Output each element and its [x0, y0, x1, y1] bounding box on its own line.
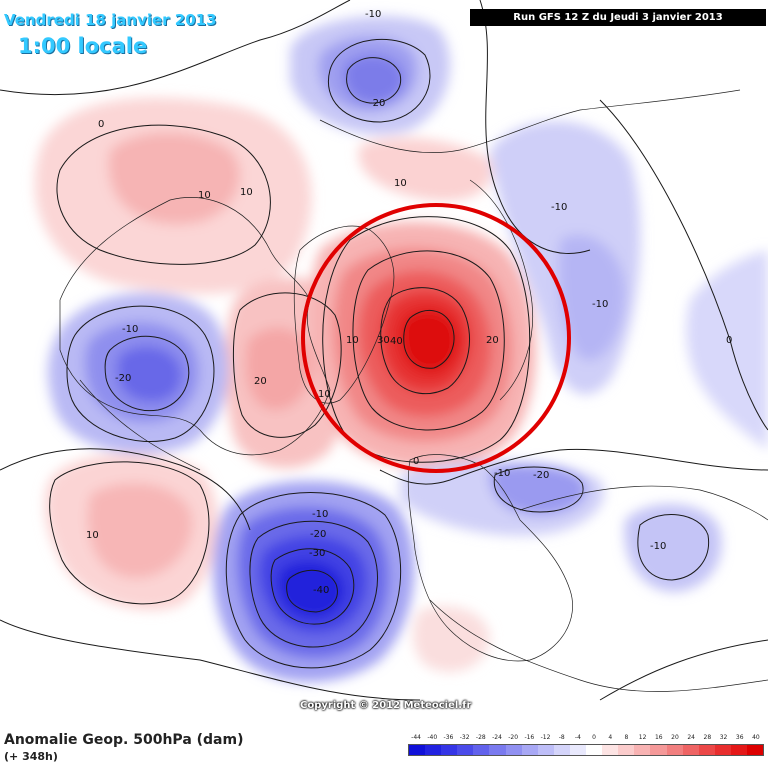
legend-swatch [634, 745, 651, 755]
legend-swatch [505, 745, 522, 755]
contour-label: 10 [198, 190, 211, 201]
legend-swatch [473, 745, 490, 755]
legend-swatch [602, 745, 619, 755]
legend-tick-label: 4 [608, 734, 613, 741]
contour-label: -20 [310, 529, 326, 540]
legend-tick-label: -20 [508, 734, 519, 741]
contour-label: -30 [309, 548, 325, 559]
legend-bar [408, 744, 764, 756]
contour-label: -20 [115, 373, 131, 384]
contour-labels: 0 10 10 10 20 10 10 30 40 20 0 -10 -20 -… [86, 9, 732, 596]
contour-label: 10 [318, 389, 331, 400]
contour-label: -10 [365, 9, 381, 20]
contour-label: 10 [346, 335, 359, 346]
field-name: Anomalie Geop. 500hPa (dam) [4, 732, 244, 748]
lead-time: (+ 348h) [4, 750, 58, 763]
legend-tick-label: -16 [524, 734, 535, 741]
legend-tick-label: 8 [624, 734, 629, 741]
run-banner: Run GFS 12 Z du Jeudi 3 janvier 2013 [470, 9, 766, 26]
legend-tick-label: 16 [654, 734, 663, 741]
legend-tick-label: 28 [703, 734, 712, 741]
copyright: Copyright © 2012 Meteociel.fr [300, 700, 472, 711]
legend-tick-label: 12 [638, 734, 647, 741]
contour-label: 10 [240, 187, 253, 198]
legend-swatch [569, 745, 587, 755]
legend-swatch [425, 745, 442, 755]
asia-negative-area [624, 503, 722, 592]
contour-lines [0, 0, 768, 701]
legend-tick-label: -40 [427, 734, 438, 741]
contour-label: 0 [98, 119, 104, 130]
legend-tick-label: -8 [558, 734, 565, 741]
anomaly-shading [34, 16, 768, 682]
legend-swatch [746, 745, 764, 755]
legend-tick-label: -28 [475, 734, 486, 741]
contour-label: 20 [486, 335, 499, 346]
legend-swatch [521, 745, 538, 755]
contour-label: -20 [369, 98, 385, 109]
contour-label: -40 [313, 585, 329, 596]
contour-label: 0 [726, 335, 732, 346]
legend-swatch [409, 745, 426, 755]
legend-swatch [730, 745, 747, 755]
legend-tick-label: -12 [540, 734, 551, 741]
legend-tick-label: -32 [459, 734, 470, 741]
legend-tick-label: -4 [574, 734, 581, 741]
contour-label: 0 [413, 456, 419, 467]
contour-label: -10 [494, 468, 510, 479]
contour-label: -10 [312, 509, 328, 520]
legend-swatch [441, 745, 458, 755]
legend-tick-label: 32 [719, 734, 728, 741]
legend-tick-label: 20 [671, 734, 679, 741]
legend-tick-label: 24 [687, 734, 695, 741]
contour-label: -20 [533, 470, 549, 481]
legend-tick-label: -24 [492, 734, 502, 741]
contour-label: -10 [592, 299, 608, 310]
legend-swatch [553, 745, 570, 755]
contour-label: -10 [551, 202, 567, 213]
contour-label: 30 [377, 335, 390, 346]
legend-swatch [714, 745, 731, 755]
legend-swatch [682, 745, 699, 755]
forecast-time: 1:00 locale [18, 34, 148, 58]
contour-label: -10 [122, 324, 138, 335]
legend-swatch [618, 745, 635, 755]
legend-swatch [586, 745, 603, 755]
contour-label: 40 [390, 336, 403, 347]
legend-swatch [650, 745, 667, 755]
contour-label: -10 [650, 541, 666, 552]
color-legend: -44 -40 -36 -32 -28 -24 -20 -16 -12 -8 -4 0 4 8 12 16 20… [408, 733, 764, 756]
contour-label: 10 [394, 178, 407, 189]
legend-tick-label: -36 [443, 734, 454, 741]
highlight-circle [301, 203, 571, 473]
legend-tick-label: 36 [735, 734, 744, 741]
contour-label: 10 [86, 530, 99, 541]
legend-swatch [489, 745, 506, 755]
legend-swatch [666, 745, 683, 755]
forecast-date: Vendredi 18 janvier 2013 [4, 11, 217, 29]
legend-tick-label: -44 [411, 734, 421, 741]
legend-swatch [537, 745, 554, 755]
legend-swatch [457, 745, 474, 755]
legend-tick-label: 0 [592, 734, 596, 741]
legend-swatch [698, 745, 715, 755]
coastlines [59, 89, 768, 692]
legend-ticks: -44 -40 -36 -32 -28 -24 -20 -16 -12 -8 -4 0 4 8 12 16 20… [408, 733, 764, 743]
footer [0, 716, 768, 768]
legend-tick-label: 40 [752, 734, 760, 741]
contour-label: 20 [254, 376, 267, 387]
